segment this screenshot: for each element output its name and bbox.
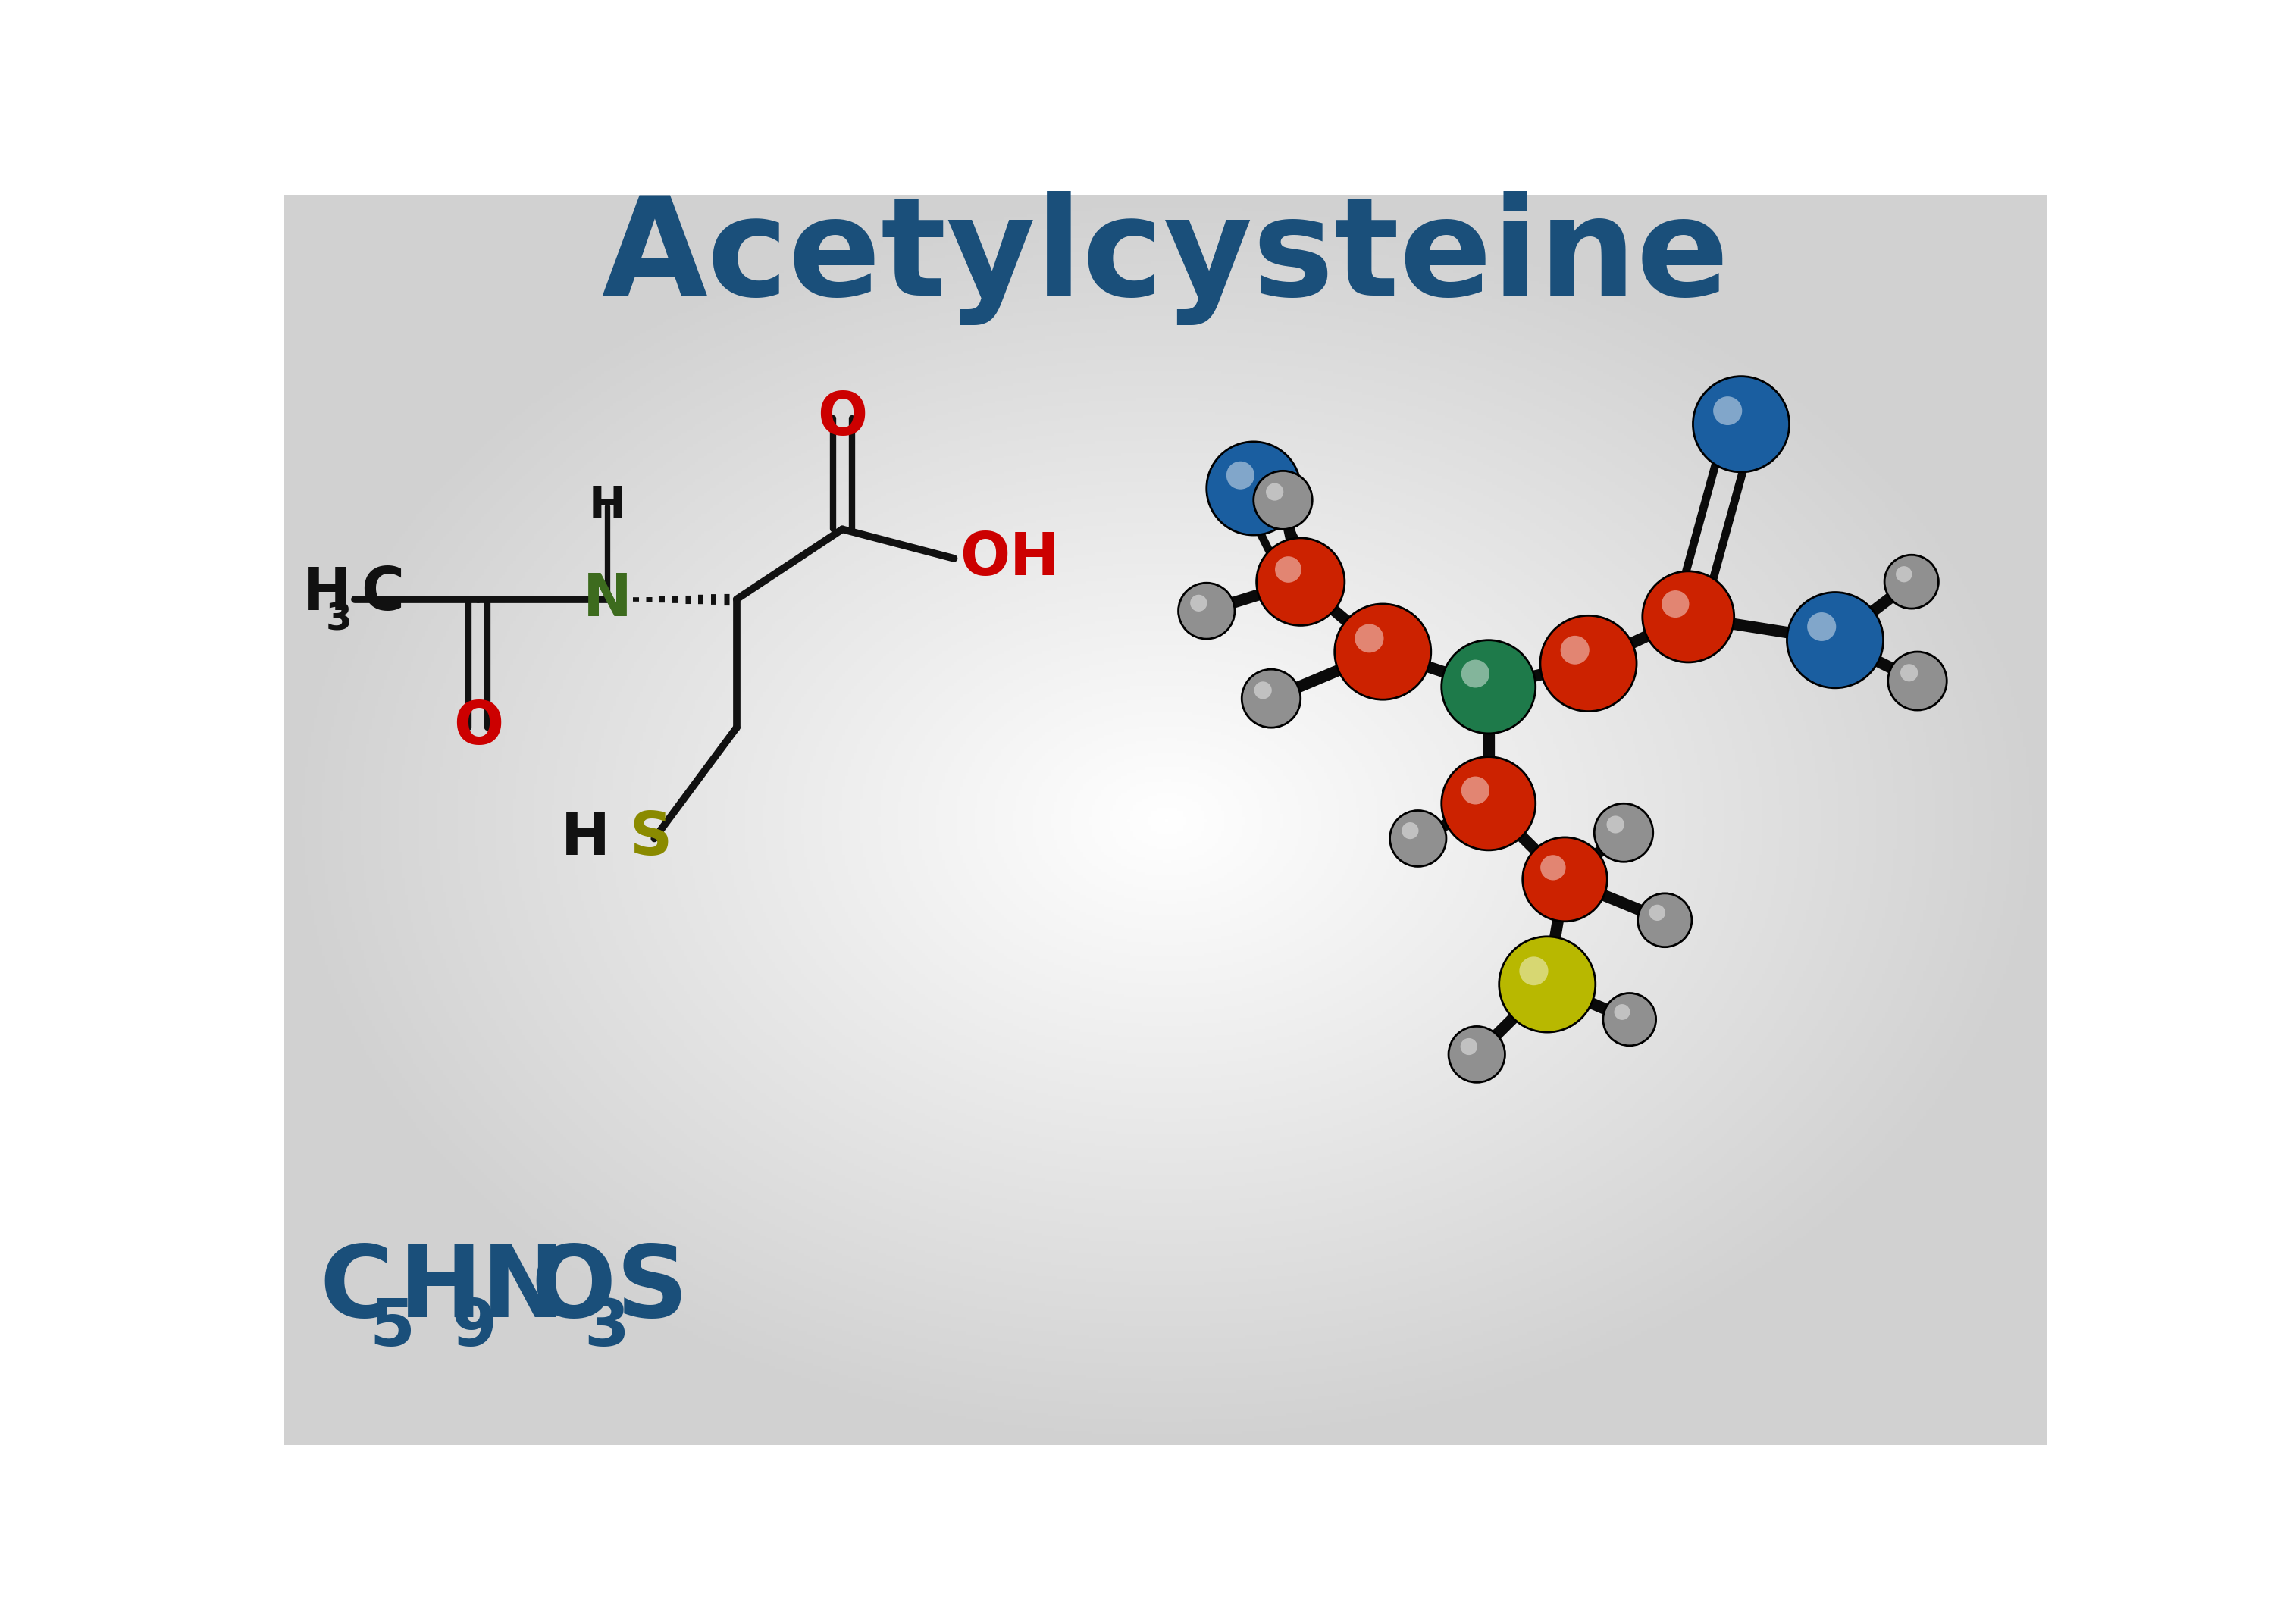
Text: H: H: [589, 484, 625, 528]
Circle shape: [1603, 994, 1655, 1046]
Circle shape: [1253, 471, 1312, 529]
Text: Acetylcysteine: Acetylcysteine: [600, 192, 1728, 325]
Circle shape: [1389, 810, 1446, 867]
Text: C: C: [318, 1241, 393, 1338]
Text: H: H: [302, 565, 352, 622]
Text: H: H: [562, 810, 609, 867]
Circle shape: [1808, 612, 1835, 641]
Circle shape: [1335, 604, 1430, 700]
Text: S: S: [616, 1241, 689, 1338]
Circle shape: [1355, 624, 1385, 653]
Circle shape: [1401, 822, 1419, 840]
Circle shape: [1560, 635, 1590, 664]
Text: 5: 5: [368, 1298, 414, 1359]
Circle shape: [1637, 893, 1692, 947]
Circle shape: [1901, 664, 1917, 682]
Circle shape: [1885, 555, 1937, 609]
Circle shape: [1897, 567, 1912, 583]
Circle shape: [1608, 815, 1624, 833]
Text: O: O: [816, 390, 866, 447]
Text: O: O: [530, 1241, 616, 1338]
Text: S: S: [630, 810, 673, 867]
Text: N: N: [582, 570, 632, 628]
Circle shape: [1462, 776, 1489, 804]
Circle shape: [1539, 615, 1637, 711]
Circle shape: [1189, 594, 1207, 612]
Text: N: N: [482, 1241, 564, 1338]
Text: 9: 9: [453, 1298, 498, 1359]
Circle shape: [1662, 591, 1690, 617]
Circle shape: [1539, 854, 1567, 880]
Circle shape: [1255, 682, 1271, 698]
Circle shape: [1442, 640, 1535, 734]
Circle shape: [1178, 583, 1235, 638]
Circle shape: [1449, 1026, 1505, 1083]
Circle shape: [1207, 442, 1301, 534]
Circle shape: [1242, 669, 1301, 728]
Text: O: O: [453, 698, 503, 757]
Text: C: C: [362, 565, 405, 622]
Circle shape: [1462, 659, 1489, 687]
Circle shape: [1460, 1038, 1478, 1056]
Circle shape: [1887, 651, 1947, 710]
Circle shape: [1787, 593, 1883, 689]
Circle shape: [1594, 804, 1653, 862]
Circle shape: [1519, 957, 1549, 986]
Circle shape: [1267, 482, 1283, 500]
Circle shape: [1226, 461, 1255, 489]
Circle shape: [1692, 377, 1790, 473]
Circle shape: [1442, 757, 1535, 851]
Circle shape: [1712, 396, 1742, 425]
Circle shape: [1524, 838, 1608, 921]
Circle shape: [1258, 538, 1344, 625]
Circle shape: [1642, 572, 1735, 663]
Text: 3: 3: [325, 601, 352, 638]
Text: 3: 3: [584, 1298, 630, 1359]
Text: H: H: [398, 1241, 482, 1338]
Circle shape: [1276, 557, 1301, 583]
Circle shape: [1499, 937, 1596, 1033]
Text: OH: OH: [960, 529, 1060, 588]
Circle shape: [1615, 1004, 1630, 1020]
Circle shape: [1649, 905, 1665, 921]
